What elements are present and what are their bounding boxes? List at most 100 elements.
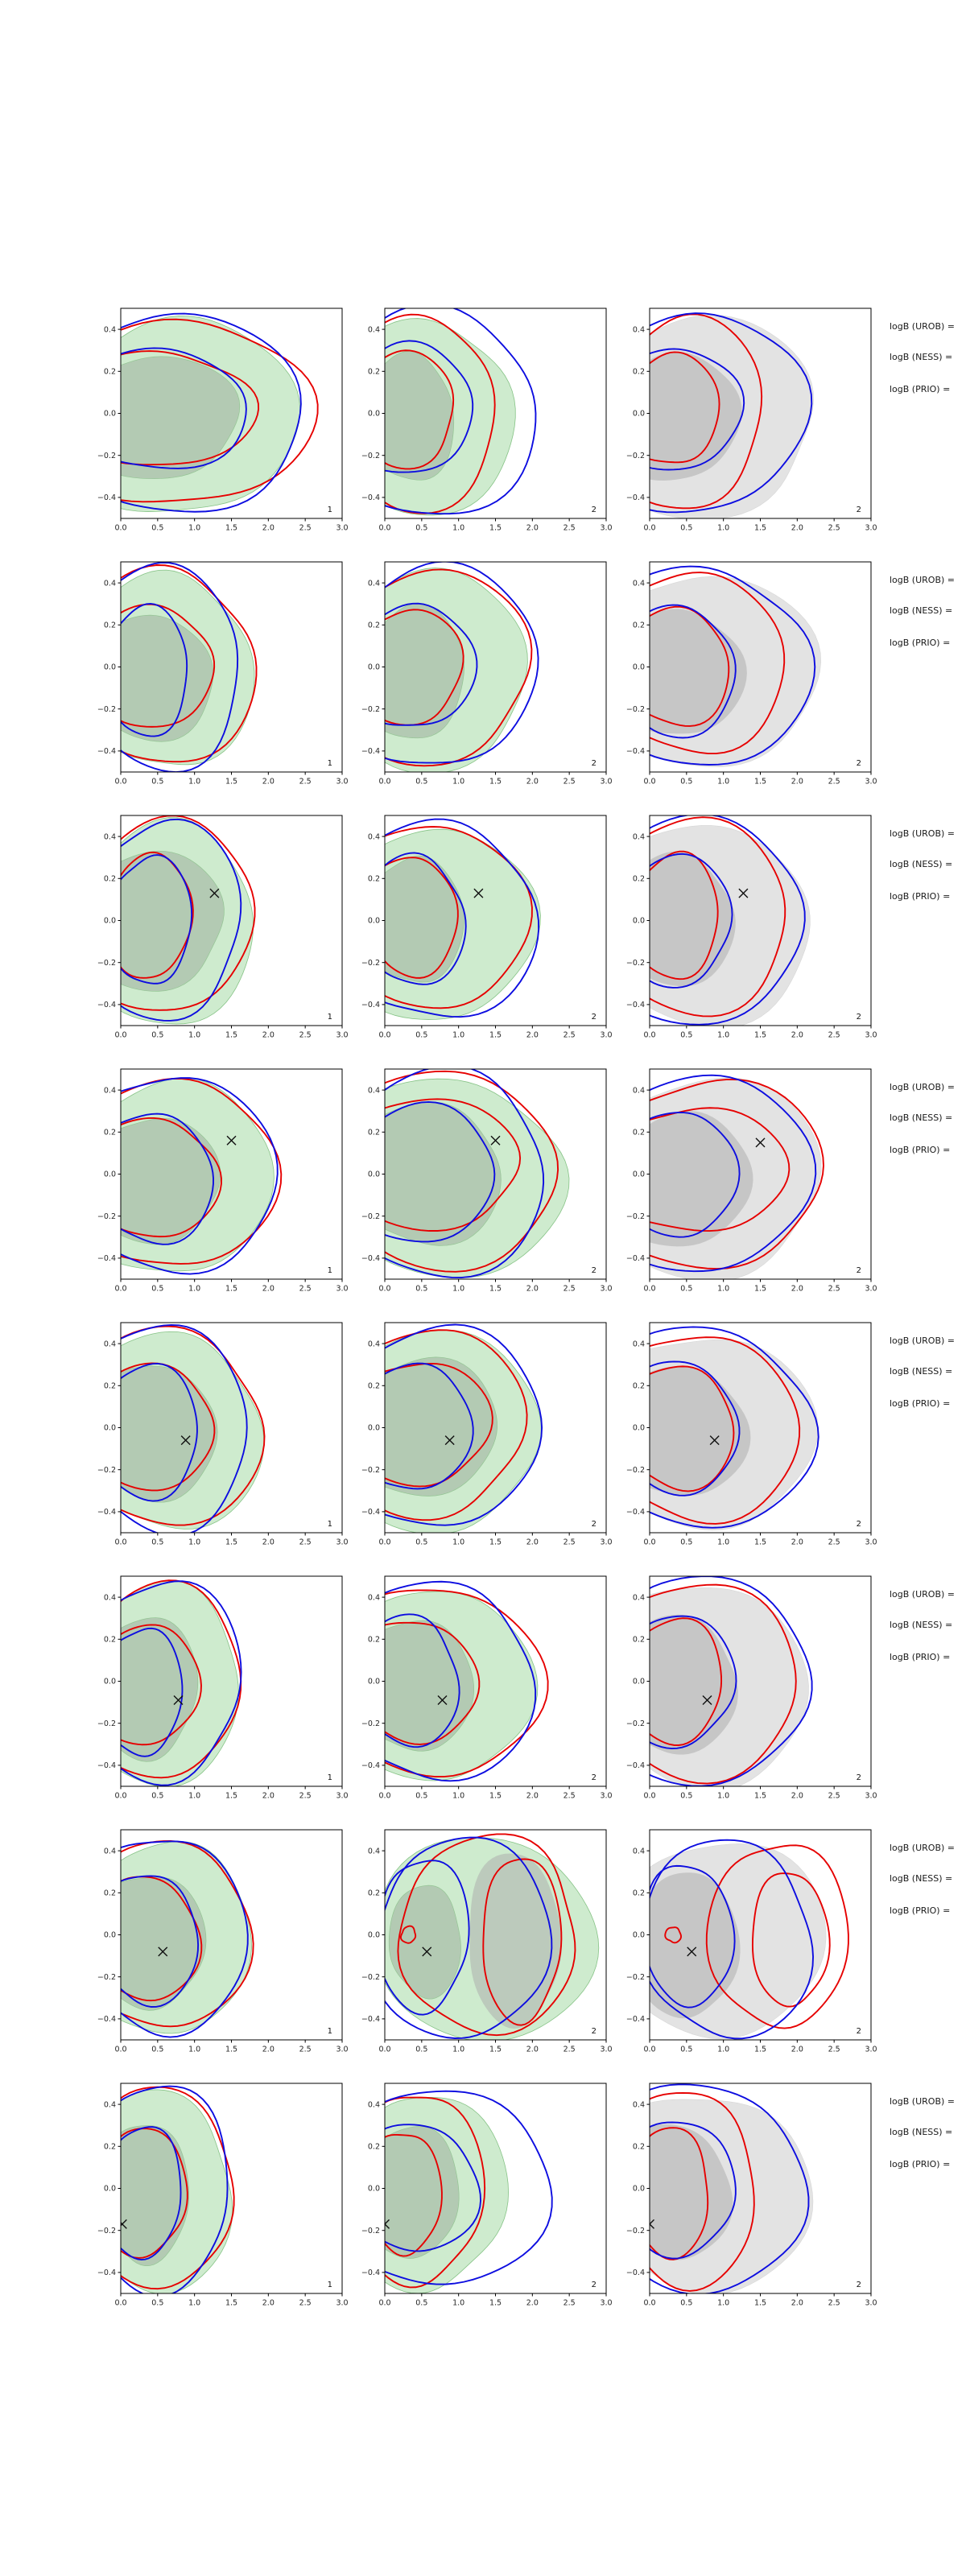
contour-ro <box>385 826 533 1009</box>
svg-text:3.0: 3.0 <box>865 2046 877 2054</box>
svg-text:0.0: 0.0 <box>114 1538 126 1547</box>
contour-panel-r4c1: 0.0 0.5 1.0 1.5 2.0 2.5 3.0 0.4 0.2 0.0 −0.2 −0.4 1 <box>97 1068 349 1294</box>
svg-text:2.5: 2.5 <box>828 1285 840 1294</box>
svg-text:−0.4: −0.4 <box>97 1761 116 1770</box>
svg-text:0.0: 0.0 <box>643 1285 655 1294</box>
contour-gf <box>385 1329 542 1533</box>
svg-text:0.0: 0.0 <box>114 1285 126 1294</box>
svg-text:−0.4: −0.4 <box>361 2015 380 2024</box>
svg-text:0.0: 0.0 <box>104 1170 116 1179</box>
axes-ticks: 0.0 0.5 1.0 1.5 2.0 2.5 3.0 0.4 0.2 0.0 −0.2 −0.4 <box>626 579 877 786</box>
contour-ro <box>121 318 319 503</box>
contour-bi <box>385 1860 470 2016</box>
contour-shapes <box>650 1074 824 1279</box>
svg-text:0.5: 0.5 <box>680 1792 692 1801</box>
logB-annotation-row7-line3: logB (PRIO) = <box>890 1905 951 1916</box>
svg-text:0.2: 0.2 <box>633 2143 645 2152</box>
contour-bi <box>121 602 188 737</box>
svg-text:0.5: 0.5 <box>415 778 427 786</box>
svg-text:0.5: 0.5 <box>151 2046 163 2054</box>
contour-bo <box>650 1576 813 1786</box>
contour-shapes <box>385 308 537 516</box>
contour-ri <box>121 1362 216 1492</box>
svg-text:1.0: 1.0 <box>188 1031 200 1040</box>
svg-text:1.5: 1.5 <box>489 524 502 533</box>
svg-text:0.2: 0.2 <box>633 1382 645 1391</box>
contour-bi <box>650 1864 736 2008</box>
contour-bi <box>650 852 733 989</box>
contour-ro <box>385 313 496 514</box>
svg-text:−0.2: −0.2 <box>97 1212 116 1221</box>
contour-shapes <box>650 1839 849 2040</box>
contour-shapes <box>121 1579 242 1786</box>
panel-index-label: 2 <box>857 506 861 514</box>
svg-text:2.0: 2.0 <box>526 1031 539 1040</box>
contour-bi <box>650 2121 737 2260</box>
svg-text:0.0: 0.0 <box>643 1031 655 1040</box>
contour-panel-r8c3: 0.0 0.5 1.0 1.5 2.0 2.5 3.0 0.4 0.2 0.0 −0.2 −0.4 2 <box>626 2083 877 2308</box>
contour-ro <box>650 313 763 510</box>
logB-annotation-row4-line2: logB (NESS) = <box>890 1113 953 1123</box>
svg-text:0.4: 0.4 <box>633 832 645 841</box>
contour-panel-r1c3: 0.0 0.5 1.0 1.5 2.0 2.5 3.0 0.4 0.2 0.0 −0.2 −0.4 2 <box>626 308 877 533</box>
contour-ri <box>385 2133 443 2257</box>
svg-text:0.0: 0.0 <box>104 2185 116 2194</box>
contour-gf <box>121 316 301 512</box>
svg-text:0.4: 0.4 <box>633 325 645 334</box>
svg-text:1.5: 1.5 <box>754 2299 766 2308</box>
svg-text:0.4: 0.4 <box>633 579 645 588</box>
svg-text:3.0: 3.0 <box>336 778 348 786</box>
contour-ro <box>121 1078 283 1265</box>
svg-text:3.0: 3.0 <box>600 1031 612 1040</box>
contour-panel-r8c2: 0.0 0.5 1.0 1.5 2.0 2.5 3.0 0.4 0.2 0.0 −0.2 −0.4 2 <box>361 2083 613 2308</box>
logB-annotation-row8-line1: logB (UROB) = <box>890 2096 956 2107</box>
svg-text:0.0: 0.0 <box>104 1931 116 1940</box>
svg-text:0.4: 0.4 <box>633 1340 645 1348</box>
svg-text:1.5: 1.5 <box>489 778 502 786</box>
contour-ro <box>385 568 533 767</box>
svg-text:1.0: 1.0 <box>188 778 200 786</box>
svg-text:−0.2: −0.2 <box>97 2227 116 2235</box>
contour-bo <box>385 818 540 1018</box>
contour-panel-r7c2: 0.0 0.5 1.0 1.5 2.0 2.5 3.0 0.4 0.2 0.0 −0.2 −0.4 2 <box>361 1829 613 2054</box>
logB-annotation-row8-line2: logB (NESS) = <box>890 2127 953 2137</box>
svg-text:−0.4: −0.4 <box>97 1001 116 1009</box>
contour-shapes <box>385 1069 570 1278</box>
svg-text:0.0: 0.0 <box>633 1424 645 1433</box>
svg-text:2.0: 2.0 <box>791 524 803 533</box>
svg-text:0.0: 0.0 <box>104 917 116 926</box>
svg-text:0.2: 0.2 <box>368 1129 380 1137</box>
svg-text:2.0: 2.0 <box>262 778 275 786</box>
axes-ticks: 0.0 0.5 1.0 1.5 2.0 2.5 3.0 0.4 0.2 0.0 −0.2 −0.4 <box>97 1086 349 1293</box>
svg-text:0.0: 0.0 <box>104 1678 116 1686</box>
svg-text:3.0: 3.0 <box>336 524 348 533</box>
svg-text:−0.4: −0.4 <box>97 1254 116 1263</box>
contour-ri <box>650 1617 723 1746</box>
contour-shapes <box>121 562 258 772</box>
svg-text:0.5: 0.5 <box>151 524 163 533</box>
contour-ri <box>482 1858 563 2026</box>
svg-text:0.2: 0.2 <box>633 621 645 630</box>
logB-annotation-row7-line2: logB (NESS) = <box>890 1873 953 1884</box>
x-marker <box>226 1135 237 1146</box>
contour-bi <box>121 2126 182 2261</box>
contour-panel-r1c2: 0.0 0.5 1.0 1.5 2.0 2.5 3.0 0.4 0.2 0.0 −0.2 −0.4 2 <box>361 308 613 533</box>
axes-ticks: 0.0 0.5 1.0 1.5 2.0 2.5 3.0 0.4 0.2 0.0 −0.2 −0.4 <box>626 1593 877 1800</box>
contour-gi <box>121 356 241 480</box>
axes-ticks: 0.0 0.5 1.0 1.5 2.0 2.5 3.0 0.4 0.2 0.0 −0.2 −0.4 <box>97 1593 349 1800</box>
svg-text:2.0: 2.0 <box>262 1538 275 1547</box>
panel-index-label: 2 <box>857 1013 861 1022</box>
svg-text:1.5: 1.5 <box>754 524 766 533</box>
logB-annotation-row1-line1: logB (UROB) = <box>890 321 956 332</box>
svg-text:3.0: 3.0 <box>865 1031 877 1040</box>
svg-text:2.0: 2.0 <box>791 1792 803 1801</box>
svg-text:2.5: 2.5 <box>828 2046 840 2054</box>
x-marker <box>180 1435 191 1446</box>
svg-text:0.0: 0.0 <box>378 2299 390 2308</box>
svg-text:3.0: 3.0 <box>336 2299 348 2308</box>
contour-ro <box>650 1336 801 1525</box>
svg-text:0.0: 0.0 <box>368 1424 380 1433</box>
contour-ri <box>650 850 719 980</box>
contour-shapes <box>121 1077 283 1275</box>
svg-text:0.5: 0.5 <box>680 1031 692 1040</box>
